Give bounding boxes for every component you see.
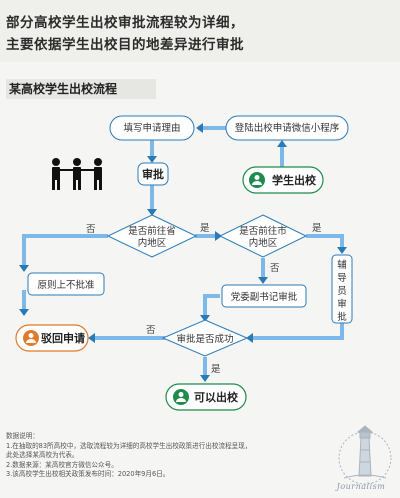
arrow-head — [196, 123, 203, 133]
node-party-secretary-label: 党委副书记审批 — [231, 291, 298, 303]
arrow-head — [200, 375, 210, 382]
node-q-success-label: 审批是否成功 — [176, 333, 233, 345]
node-q-province-line1: 是否前往省 — [128, 225, 176, 237]
node-counselor-char-1: 辅 — [337, 259, 347, 271]
node-student-out: 学生出校 — [242, 166, 324, 194]
node-q-city: 是否前往市 内地区 — [218, 214, 308, 258]
node-q-success: 审批是否成功 — [161, 319, 249, 357]
page-title-line-2: 主要依据学生出校目的地差异进行审批 — [6, 37, 244, 53]
section-title: 某高校学生出校流程 — [6, 79, 156, 99]
arrow-head — [215, 231, 222, 241]
node-student-out-label: 学生出校 — [272, 173, 317, 187]
node-approve: 审批 — [137, 162, 169, 186]
edge-label-yes-success: 是 — [211, 364, 221, 375]
node-counselor-char-4: 审 — [337, 298, 347, 310]
edge-label-yes-province: 是 — [200, 223, 210, 234]
node-counselor-char-3: 员 — [337, 286, 347, 297]
node-can-leave-label: 可以出校 — [194, 390, 239, 404]
arrow-head — [337, 247, 347, 254]
node-counselor-char-2: 导 — [337, 273, 347, 284]
notes-line-1b: 此处选择某高校为代表。 — [6, 451, 79, 460]
node-login-app: 登陆出校申请微信小程序 — [225, 115, 349, 141]
node-counselor: 辅 导 员 审 批 — [331, 254, 353, 324]
brand-text: Journalism — [336, 482, 386, 491]
node-q-province-line2: 内地区 — [138, 237, 167, 249]
arrow-head — [88, 333, 95, 343]
node-q-province: 是否前往省 内地区 — [106, 214, 198, 258]
node-party-secretary: 党委副书记审批 — [221, 284, 307, 308]
notes-line-1: 1.在抽取的83所高校中，选取流程较为详细的高校学生出校政策进行出校流程呈现， — [6, 441, 252, 450]
edge-label-no-city: 否 — [270, 263, 280, 274]
arrow-head — [19, 265, 29, 272]
edge-party-to-success — [203, 294, 220, 318]
edge-counselor-to-success — [250, 322, 344, 340]
edge-label-yes-city: 是 — [312, 223, 322, 234]
node-deny-principle-label: 原则上不批准 — [37, 279, 95, 291]
lighthouse-icon — [338, 425, 392, 485]
arrow-head — [147, 209, 157, 216]
node-fill-reason: 填写申请理由 — [109, 115, 195, 141]
arrow-head — [258, 277, 268, 284]
edge-label-no-success: 否 — [146, 325, 156, 336]
edge-label-no-province: 否 — [86, 224, 96, 235]
node-can-leave: 可以出校 — [165, 383, 247, 411]
node-q-city-line1: 是否前往市 — [239, 225, 287, 237]
page-title-line-1: 部分高校学生出校审批流程较为详细， — [6, 15, 244, 31]
edge-city-yes-to-counselor — [306, 234, 344, 250]
edge-province-no-to-deny — [22, 234, 108, 268]
node-login-app-label: 登陆出校申请微信小程序 — [235, 122, 340, 134]
arrow-head — [147, 156, 157, 163]
node-q-city-line2: 内地区 — [249, 237, 278, 249]
notes-line-3: 3.该高校学生出校相关政策发布时间：2020年9月6日。 — [6, 470, 170, 479]
node-reject: 驳回申请 — [15, 324, 89, 352]
node-counselor-char-5: 批 — [337, 311, 347, 323]
node-reject-label: 驳回申请 — [41, 331, 85, 345]
node-deny-principle: 原则上不批准 — [27, 272, 105, 296]
arrow-head — [277, 140, 287, 147]
arrow-head — [200, 315, 210, 322]
arrow-head — [246, 333, 253, 343]
node-approve-label: 审批 — [142, 167, 164, 181]
data-notes: 数据说明： 1.在抽取的83所高校中，选取流程较为详细的高校学生出校政策进行出校… — [6, 432, 336, 480]
arrow-head — [19, 309, 29, 316]
people-icon — [52, 158, 102, 190]
edges — [19, 123, 347, 382]
notes-heading: 数据说明： — [6, 432, 39, 440]
node-fill-reason-label: 填写申请理由 — [123, 122, 180, 134]
title-bar: 部分高校学生出校审批流程较为详细， 主要依据学生出校目的地差异进行审批 — [0, 0, 400, 62]
notes-line-2: 2.数据来源：某高校官方微信公众号。 — [6, 460, 118, 469]
